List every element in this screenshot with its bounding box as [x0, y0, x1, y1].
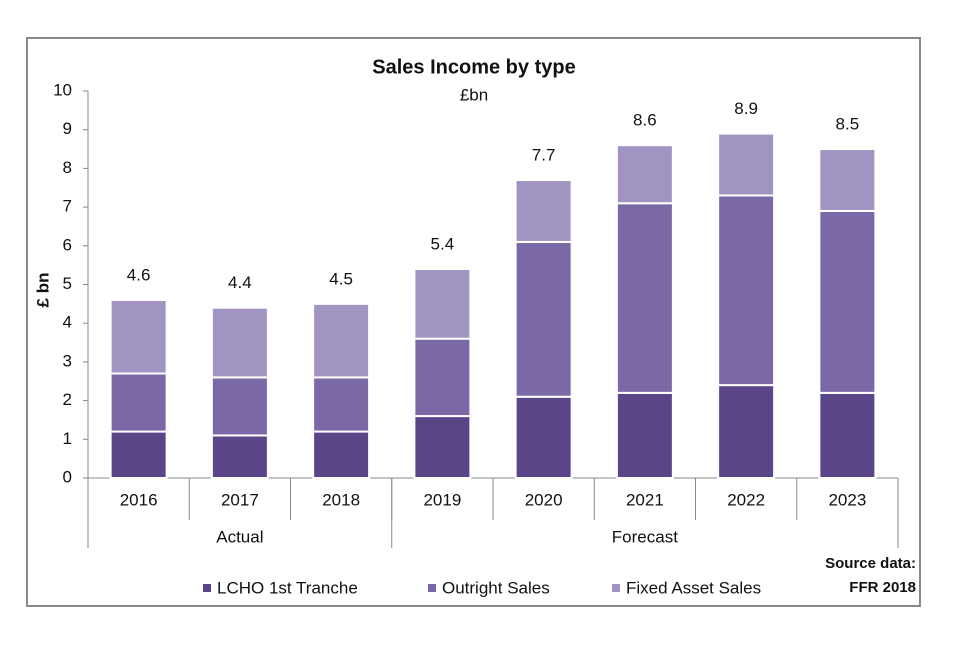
y-tick-label: 7	[63, 197, 72, 216]
bar-segment	[413, 268, 472, 340]
bar-segment	[717, 384, 776, 479]
bar-segment	[413, 337, 472, 418]
y-tick-label: 0	[63, 467, 72, 486]
legend-label: LCHO 1st Tranche	[217, 578, 358, 597]
y-tick-label: 4	[63, 313, 72, 332]
total-label: 8.6	[633, 111, 657, 130]
bar-segment	[312, 430, 371, 479]
total-label: 8.9	[734, 99, 758, 118]
total-label: 4.5	[329, 269, 353, 288]
bar-segment	[615, 202, 674, 394]
bar-segment	[109, 372, 168, 433]
y-tick-label: 3	[63, 351, 72, 370]
total-label: 5.4	[431, 235, 455, 254]
y-axis-label: £ bn	[33, 273, 52, 308]
legend-swatch	[203, 584, 211, 592]
x-tick-label: 2022	[727, 490, 765, 509]
chart-subtitle: £bn	[460, 85, 488, 104]
source-note: Source data:	[825, 555, 916, 572]
legend-label: Fixed Asset Sales	[626, 578, 761, 597]
bar-segment	[514, 240, 573, 398]
legend-swatch	[428, 584, 436, 592]
total-label: 4.4	[228, 273, 252, 292]
bar-segment	[818, 209, 877, 394]
y-tick-label: 2	[63, 390, 72, 409]
bar-segment	[210, 306, 269, 379]
bar-segment	[615, 144, 674, 205]
bar-segment	[312, 302, 371, 379]
bar-segment	[615, 391, 674, 479]
bar-segment	[312, 376, 371, 433]
total-label: 8.5	[836, 115, 860, 134]
source-note: FFR 2018	[849, 579, 916, 596]
x-tick-label: 2017	[221, 490, 259, 509]
group-label: Forecast	[612, 527, 678, 546]
bar-segment	[818, 391, 877, 479]
x-tick-label: 2020	[525, 490, 563, 509]
x-tick-label: 2016	[120, 490, 158, 509]
total-label: 7.7	[532, 145, 556, 164]
y-tick-label: 10	[53, 80, 72, 99]
total-label: 4.6	[127, 265, 151, 284]
x-tick-label: 2021	[626, 490, 664, 509]
bar-segment	[210, 434, 269, 479]
bar-segment	[413, 415, 472, 479]
y-tick-label: 8	[63, 158, 72, 177]
x-tick-label: 2019	[423, 490, 461, 509]
y-tick-label: 5	[63, 274, 72, 293]
bar-segment	[210, 376, 269, 437]
bar-segment	[818, 148, 877, 212]
y-tick-label: 6	[63, 235, 72, 254]
x-tick-label: 2018	[322, 490, 360, 509]
legend-swatch	[612, 584, 620, 592]
bar-segment	[109, 430, 168, 479]
chart-title: Sales Income by type	[372, 56, 575, 78]
bar-segment	[514, 179, 573, 243]
x-tick-label: 2023	[828, 490, 866, 509]
y-tick-label: 9	[63, 119, 72, 138]
bar-segment	[109, 298, 168, 375]
y-tick-label: 1	[63, 429, 72, 448]
bar-segment	[717, 194, 776, 387]
legend-label: Outright Sales	[442, 578, 550, 597]
bar-segment	[514, 395, 573, 480]
group-label: Actual	[216, 527, 263, 546]
bar-segment	[717, 132, 776, 197]
